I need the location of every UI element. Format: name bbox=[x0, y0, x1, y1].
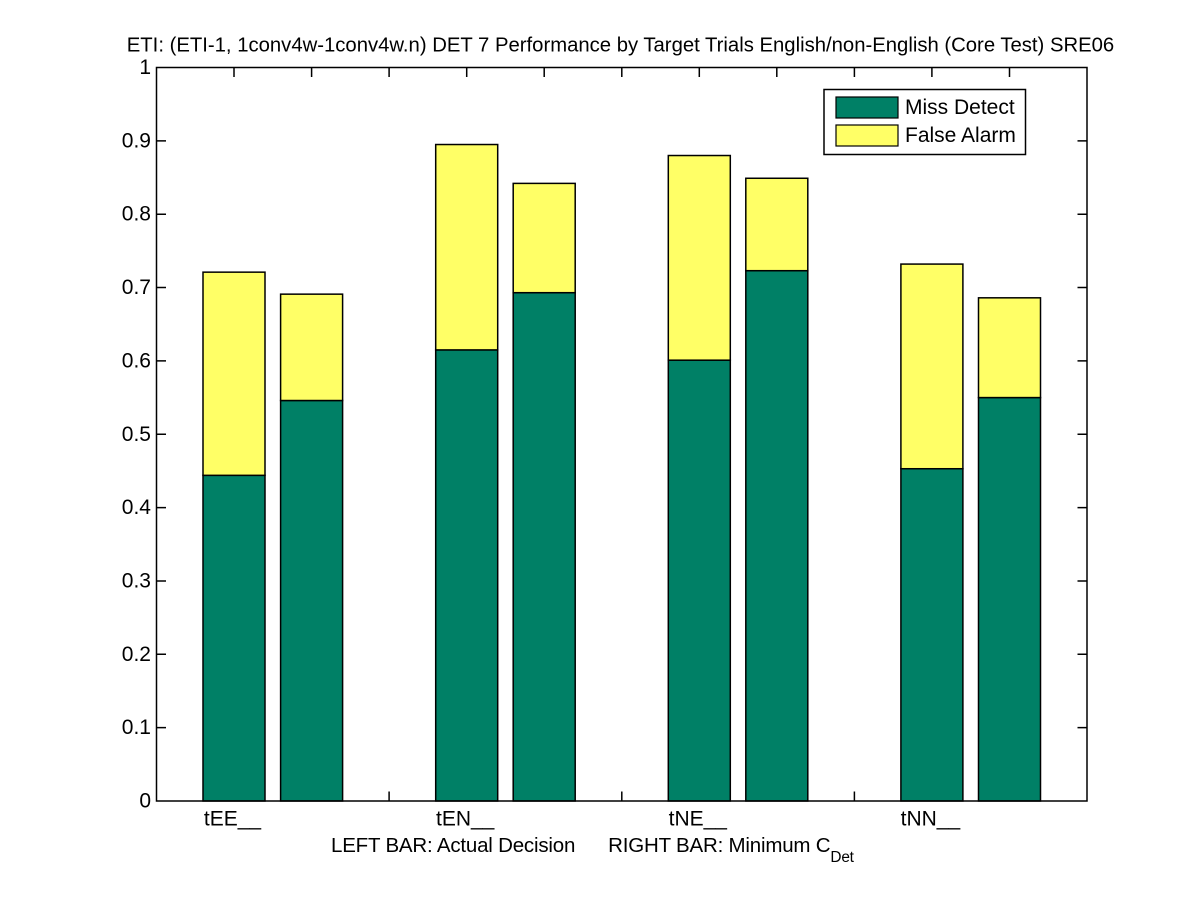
svg-text:1: 1 bbox=[139, 56, 151, 79]
svg-text:tNE__: tNE__ bbox=[669, 808, 728, 831]
svg-text:tNN__: tNN__ bbox=[901, 808, 961, 831]
svg-text:Miss Detect: Miss Detect bbox=[905, 96, 1015, 119]
svg-text:0.4: 0.4 bbox=[122, 496, 152, 519]
svg-text:tEN__: tEN__ bbox=[436, 808, 495, 831]
svg-text:tEE__: tEE__ bbox=[204, 808, 262, 831]
svg-text:0: 0 bbox=[139, 790, 151, 813]
svg-text:0.6: 0.6 bbox=[122, 349, 151, 372]
svg-text:False Alarm: False Alarm bbox=[905, 124, 1016, 147]
svg-text:0.9: 0.9 bbox=[122, 129, 151, 152]
svg-text:ETI: (ETI-1, 1conv4w-1conv4w.n: ETI: (ETI-1, 1conv4w-1conv4w.n) DET 7 Pe… bbox=[127, 35, 1114, 57]
svg-text:0.1: 0.1 bbox=[122, 716, 151, 739]
svg-text:0.2: 0.2 bbox=[122, 643, 151, 666]
svg-text:0.5: 0.5 bbox=[122, 423, 151, 446]
svg-text:0.3: 0.3 bbox=[122, 569, 151, 592]
svg-text:0.8: 0.8 bbox=[122, 203, 151, 226]
svg-text:0.7: 0.7 bbox=[122, 276, 151, 299]
